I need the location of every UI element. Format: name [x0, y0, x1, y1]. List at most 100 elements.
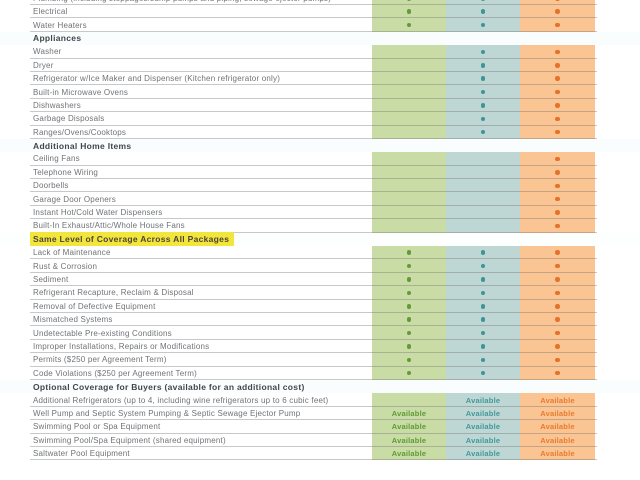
coverage-cell-orange-package — [520, 0, 595, 5]
row-label: Garbage Disposals — [33, 114, 105, 124]
coverage-cell-teal-package — [446, 299, 520, 313]
highlighted-section-label: Same Level of Coverage Across All Packag… — [0, 232, 640, 247]
coverage-cell-green-package — [372, 299, 446, 313]
row-right-margin — [595, 313, 640, 326]
coverage-dot-icon — [555, 290, 560, 296]
table-row: Improper Installations, Repairs or Modif… — [0, 339, 640, 354]
coverage-dot-icon — [555, 156, 560, 162]
coverage-dot-icon — [555, 129, 560, 135]
available-label: Available — [540, 435, 575, 445]
coverage-cell-orange-package: Available — [520, 433, 595, 447]
coverage-cell-green-package: Available — [372, 420, 446, 434]
coverage-cell-orange-package — [520, 312, 595, 327]
section-header-row: Additional Home Items — [0, 138, 640, 153]
coverage-dot-icon — [555, 330, 560, 336]
row-label: Built-in Microwave Ovens — [33, 87, 129, 97]
coverage-cell-teal-package: Available — [446, 446, 520, 461]
coverage-cell-green-package — [372, 393, 446, 407]
coverage-cell-green-package — [372, 246, 446, 260]
table-row: Ceiling Fans — [0, 152, 640, 167]
coverage-cell-green-package — [372, 45, 446, 59]
coverage-dot-icon — [480, 304, 486, 309]
row-label: Garage Door Openers — [33, 194, 116, 204]
coverage-cell-teal-package — [446, 326, 520, 340]
coverage-dot-icon — [555, 22, 560, 28]
table-row: Electrical — [0, 5, 640, 19]
coverage-cell-green-package — [372, 125, 446, 139]
coverage-cell-orange-package — [520, 125, 595, 139]
coverage-cell-orange-package — [520, 45, 595, 59]
coverage-dot-icon — [406, 330, 412, 336]
coverage-cell-teal-package: Available — [446, 433, 520, 447]
coverage-cell-teal-package — [446, 58, 520, 72]
coverage-comparison-table: Plumbing (including stoppages/sump pumps… — [0, 0, 640, 461]
coverage-cell-green-package: Available — [372, 433, 446, 447]
row-label: Mismatched Systems — [33, 315, 113, 325]
coverage-cell-green-package — [372, 85, 446, 99]
table-row: Water Heaters — [0, 18, 640, 33]
coverage-cell-orange-package — [520, 71, 595, 86]
table-row: Sediment — [0, 272, 640, 287]
table-row: Garbage Disposals — [0, 112, 640, 126]
available-label: Available — [465, 435, 501, 445]
table-row: Rust & Corrosion — [0, 259, 640, 274]
coverage-cell-green-package — [372, 205, 446, 220]
coverage-cell-teal-package — [446, 0, 520, 5]
row-right-margin — [595, 5, 640, 18]
coverage-dot-icon — [480, 290, 486, 296]
coverage-cell-teal-package — [446, 165, 520, 180]
coverage-cell-teal-package — [446, 5, 520, 19]
coverage-cell-green-package — [372, 179, 446, 193]
coverage-dot-icon — [555, 223, 560, 229]
row-label: Water Heaters — [33, 20, 87, 30]
coverage-dot-icon — [480, 76, 486, 81]
coverage-cell-green-package — [372, 5, 446, 19]
available-label: Available — [540, 449, 575, 459]
available-label: Available — [465, 422, 501, 432]
coverage-cell-teal-package — [446, 366, 520, 380]
coverage-dot-icon — [555, 304, 560, 309]
available-label: Available — [391, 408, 427, 418]
table-row: Refrigerant Recapture, Reclaim & Disposa… — [0, 286, 640, 300]
coverage-cell-green-package — [372, 152, 446, 166]
row-label: Built-In Exhaust/Attic/Whole House Fans — [33, 221, 185, 231]
coverage-dot-icon — [480, 330, 486, 336]
coverage-cell-orange-package: Available — [520, 406, 595, 421]
coverage-dot-icon — [555, 76, 560, 81]
available-label: Available — [465, 395, 501, 405]
coverage-cell-teal-package — [446, 272, 520, 287]
coverage-cell-teal-package — [446, 152, 520, 166]
row-label: Ceiling Fans — [33, 154, 80, 164]
coverage-dot-icon — [480, 49, 486, 55]
row-label: Doorbells — [33, 181, 69, 191]
coverage-cell-orange-package — [520, 272, 595, 287]
row-right-margin — [595, 59, 640, 72]
coverage-cell-teal-package — [446, 353, 520, 367]
coverage-cell-teal-package — [446, 205, 520, 220]
coverage-dot-icon — [555, 170, 560, 175]
coverage-cell-orange-package — [520, 85, 595, 99]
coverage-dot-icon — [480, 263, 486, 269]
coverage-cell-teal-package — [446, 98, 520, 113]
coverage-dot-icon — [480, 9, 486, 14]
coverage-dot-icon — [406, 263, 412, 269]
table-row: Ranges/Ovens/Cooktops — [0, 125, 640, 140]
coverage-cell-orange-package — [520, 219, 595, 233]
coverage-dot-icon — [480, 277, 486, 282]
table-row: Telephone Wiring — [0, 165, 640, 180]
coverage-cell-green-package — [372, 272, 446, 287]
section-header-row: Appliances — [0, 31, 640, 46]
coverage-dot-icon — [406, 290, 412, 296]
table-row: Washer — [0, 45, 640, 59]
row-label: Washer — [33, 47, 62, 57]
row-right-margin — [595, 152, 640, 165]
coverage-cell-orange-package: Available — [520, 393, 595, 407]
coverage-cell-orange-package — [520, 179, 595, 193]
table-row: Swimming Pool/Spa Equipment (shared equi… — [0, 433, 640, 448]
table-row: Dryer — [0, 58, 640, 73]
row-label: Saltwater Pool Equipment — [33, 449, 130, 459]
coverage-dot-icon — [480, 0, 486, 1]
coverage-dot-icon — [555, 317, 560, 322]
coverage-dot-icon — [480, 357, 486, 363]
table-row: Doorbells — [0, 179, 640, 193]
